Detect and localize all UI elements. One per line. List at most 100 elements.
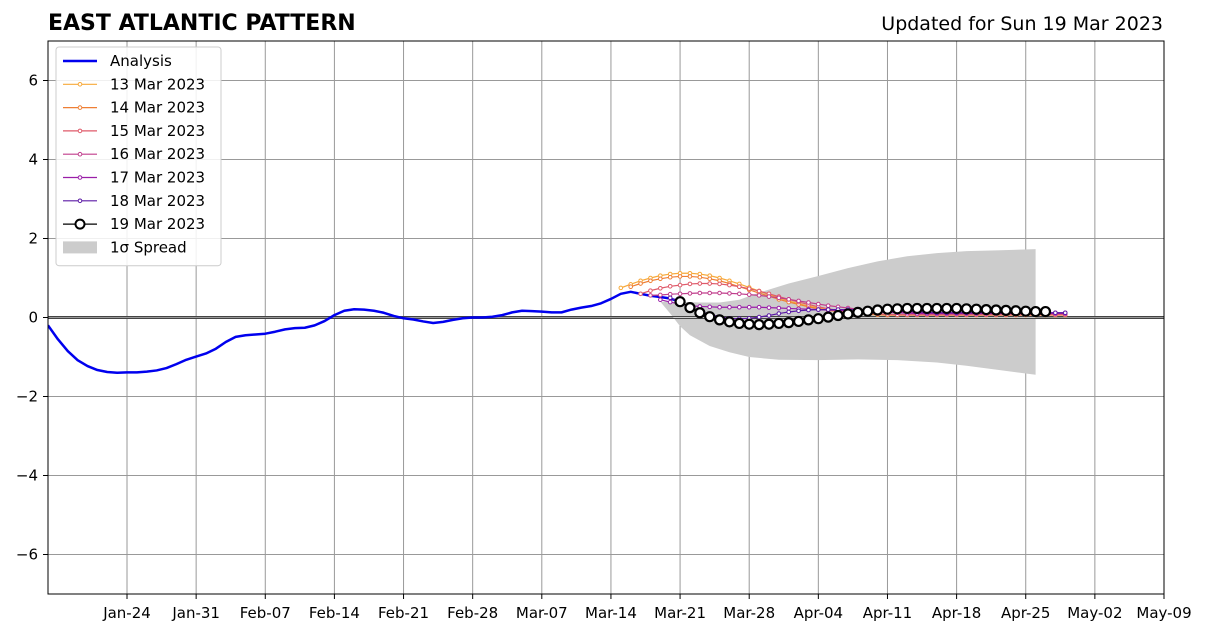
legend-marker <box>77 128 83 134</box>
forecast-point <box>667 274 673 280</box>
forecast-point <box>648 293 653 298</box>
x-tick-label: Jan-31 <box>171 604 220 622</box>
analysis-line <box>48 290 681 375</box>
chart-subtitle: Updated for Sun 19 Mar 2023 <box>881 13 1163 35</box>
legend-entry: Analysis <box>63 52 172 70</box>
forecast-point <box>717 290 722 296</box>
x-tick-label: Feb-14 <box>309 604 360 622</box>
forecast-point <box>951 302 963 315</box>
legend-box <box>55 46 222 267</box>
forecast-point <box>990 304 1002 316</box>
forecast-point <box>697 290 703 296</box>
forecast-point <box>783 317 795 329</box>
forecast-point <box>667 283 673 289</box>
forecast-point <box>707 281 712 286</box>
forecast-point <box>832 309 844 322</box>
forecast-point <box>806 307 811 313</box>
forecast-point <box>792 315 805 328</box>
x-tick-label: Apr-04 <box>794 604 844 622</box>
legend-label: 16 Mar 2023 <box>110 145 205 163</box>
y-tick-label: 6 <box>28 72 38 90</box>
forecast-point <box>658 297 663 303</box>
forecast-point <box>674 296 686 308</box>
x-tick-label: Apr-18 <box>932 604 982 622</box>
forecast-point <box>707 304 712 310</box>
forecast-point <box>862 305 874 317</box>
forecast-point <box>763 318 775 330</box>
forecast-point <box>628 284 633 289</box>
forecast-point <box>737 284 742 289</box>
forecast-point <box>756 288 762 294</box>
forecast-point <box>618 285 624 291</box>
y-tick-label: −2 <box>16 388 38 406</box>
forecast-point <box>816 307 821 312</box>
forecast-point <box>658 292 663 298</box>
x-tick-label: Jan-24 <box>102 604 151 622</box>
legend-entry: 1σ Spread <box>63 238 187 256</box>
legend-label: Analysis <box>110 52 172 70</box>
y-tick-label: −6 <box>16 546 38 564</box>
legend: Analysis 13 Mar 2023 14 Mar 2023 15 Mar 202… <box>55 46 222 267</box>
forecast-point <box>707 290 712 296</box>
legend-entry: 17 Mar 2023 <box>63 169 205 187</box>
forecast-point <box>756 304 762 310</box>
x-tick-label: Mar-14 <box>585 604 637 622</box>
legend-entry: 13 Mar 2023 <box>63 75 205 93</box>
forecast-point <box>931 302 943 315</box>
forecast-point <box>733 317 745 330</box>
forecast-point <box>921 302 933 315</box>
legend-entry: 16 Mar 2023 <box>63 145 205 163</box>
forecast-point <box>881 303 894 315</box>
y-tick-label: 4 <box>28 151 38 169</box>
legend-label: 1σ Spread <box>110 238 187 256</box>
x-tick-label: May-09 <box>1136 604 1191 622</box>
forecast-point <box>806 300 811 305</box>
forecast-point <box>697 281 703 286</box>
forecast-point <box>776 311 782 316</box>
forecast-point <box>796 308 801 314</box>
legend-entry: 14 Mar 2023 <box>63 99 205 117</box>
forecast-point <box>677 291 683 297</box>
forecast-point <box>891 303 903 315</box>
forecast-point <box>694 307 706 319</box>
forecast-point <box>687 291 693 296</box>
plot-area: 6 4 2 0 −2 −4 −6 Jan-24 Jan-31 Feb-07 Feb-14 Feb-21… <box>16 40 1192 622</box>
forecast-point <box>941 302 953 315</box>
forecast-point <box>871 304 884 316</box>
forecast-point <box>825 307 831 312</box>
forecast-point <box>707 276 712 282</box>
forecast-point <box>697 274 703 280</box>
forecast-point <box>911 302 923 315</box>
forecast-point <box>713 314 726 326</box>
forecast-point <box>852 306 864 318</box>
forecast-point <box>743 318 755 330</box>
forecast-point <box>648 278 653 284</box>
legend-marker <box>77 82 83 87</box>
forecast-point <box>677 274 683 279</box>
forecast-point <box>796 298 801 304</box>
x-tick-label: Mar-07 <box>516 604 568 622</box>
forecast-point <box>658 285 663 291</box>
forecast-point <box>746 304 752 310</box>
legend-label: 19 Mar 2023 <box>110 215 205 233</box>
forecast-point <box>1020 305 1032 317</box>
forecast-point <box>766 305 772 310</box>
forecast-point <box>746 286 752 291</box>
forecast-point <box>960 303 973 315</box>
legend-marker <box>77 175 83 180</box>
forecast-point <box>816 301 821 307</box>
x-tick-label: Feb-28 <box>447 604 498 622</box>
forecast-point <box>687 281 693 287</box>
forecast-point <box>667 299 673 305</box>
forecast-point <box>746 292 752 297</box>
forecast-point <box>1039 305 1052 318</box>
x-tick-label: May-02 <box>1067 604 1122 622</box>
forecast-point <box>1010 305 1022 317</box>
legend-marker <box>77 198 83 204</box>
legend-label: 13 Mar 2023 <box>110 75 205 93</box>
forecast-point <box>753 319 765 331</box>
forecast-point <box>980 304 992 316</box>
forecast-point <box>1062 310 1068 316</box>
forecast-point <box>901 302 913 315</box>
y-tick-label: −4 <box>16 467 38 485</box>
